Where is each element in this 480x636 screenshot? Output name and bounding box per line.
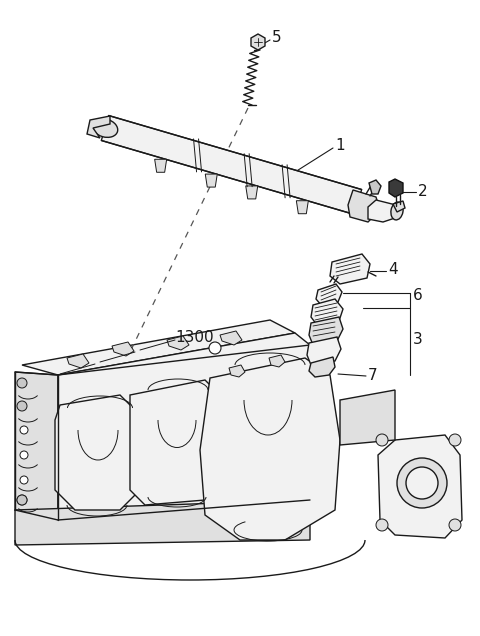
Polygon shape [368,200,398,222]
Polygon shape [200,358,340,540]
Text: 1: 1 [335,137,345,153]
Circle shape [17,401,27,411]
Polygon shape [348,190,380,222]
Polygon shape [15,500,310,545]
Circle shape [376,519,388,531]
Circle shape [17,495,27,505]
Text: 5: 5 [272,31,282,46]
Text: 3: 3 [413,333,423,347]
Circle shape [449,434,461,446]
Polygon shape [130,380,225,505]
Circle shape [376,434,388,446]
Polygon shape [369,180,381,194]
Polygon shape [330,254,370,284]
Circle shape [20,426,28,434]
Polygon shape [307,337,341,365]
Text: 1300: 1300 [176,331,214,345]
Polygon shape [389,179,403,197]
Polygon shape [220,331,242,345]
Polygon shape [55,395,145,510]
Polygon shape [296,201,308,214]
Text: 4: 4 [388,263,397,277]
Polygon shape [67,354,89,368]
Polygon shape [378,435,462,538]
Circle shape [406,467,438,499]
Polygon shape [246,186,258,199]
Polygon shape [15,372,58,520]
Circle shape [20,451,28,459]
Polygon shape [311,299,343,325]
Polygon shape [58,333,310,520]
Polygon shape [167,336,189,350]
Ellipse shape [92,119,118,137]
Polygon shape [22,320,295,375]
Polygon shape [316,284,342,306]
Polygon shape [309,317,343,345]
Circle shape [449,519,461,531]
Circle shape [20,476,28,484]
Polygon shape [393,201,405,212]
Circle shape [17,495,27,505]
Circle shape [397,458,447,508]
Text: 7: 7 [368,368,378,382]
Polygon shape [205,174,217,187]
Text: 2: 2 [418,184,428,200]
Polygon shape [269,355,285,367]
Polygon shape [309,357,335,377]
Polygon shape [229,365,245,377]
Ellipse shape [391,202,403,220]
Polygon shape [87,116,110,138]
Polygon shape [101,116,361,214]
Text: 6: 6 [413,287,423,303]
Polygon shape [251,34,265,50]
Circle shape [209,342,221,354]
Circle shape [17,378,27,388]
Polygon shape [155,159,167,172]
Polygon shape [112,342,134,356]
Polygon shape [340,390,395,445]
